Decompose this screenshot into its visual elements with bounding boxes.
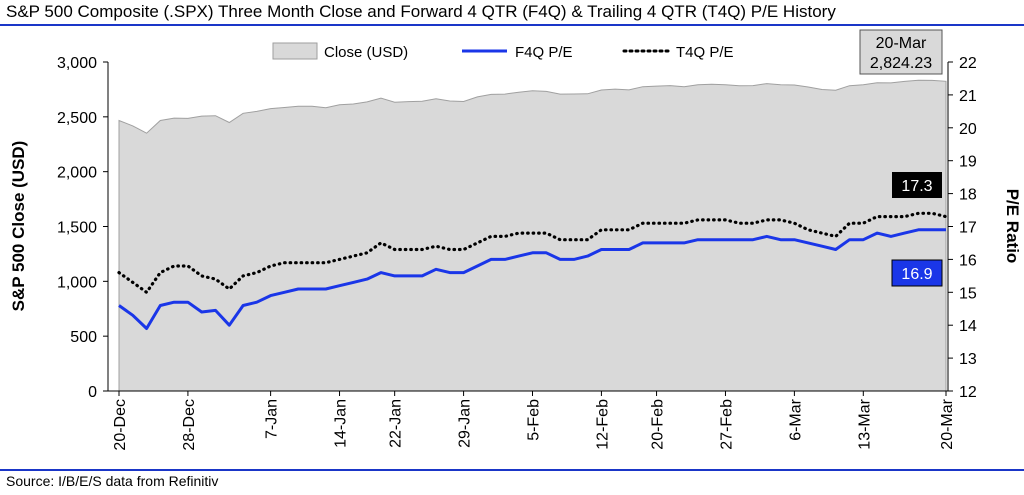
- y-right-tick-label: 15: [959, 285, 977, 302]
- y-right-tick-label: 12: [959, 384, 977, 401]
- legend-t4q-label: T4Q P/E: [676, 44, 734, 61]
- x-tick-label: 22-Jan: [388, 399, 405, 448]
- x-tick-label: 20-Mar: [939, 398, 956, 449]
- legend: Close (USD) F4Q P/E T4Q P/E: [272, 42, 734, 61]
- last-close-date: 20-Mar: [876, 35, 927, 52]
- chart-title: S&P 500 Composite (.SPX) Three Month Clo…: [6, 2, 836, 21]
- x-tick-label: 27-Feb: [718, 399, 735, 450]
- source-note: Source: I/B/E/S data from Refinitiv: [6, 473, 219, 489]
- header-rule: [0, 24, 1024, 26]
- x-tick-label: 20-Feb: [650, 399, 667, 450]
- last-close-value: 2,824.23: [870, 55, 932, 72]
- t4q-badge-box: [892, 172, 942, 198]
- y-right-tick-label: 20: [959, 121, 977, 138]
- legend-close-swatch: [272, 42, 318, 60]
- last-close-annotation: 20-Mar 2,824.23: [859, 29, 943, 75]
- t4q-badge: 17.3: [892, 172, 942, 198]
- y-right-tick-label: 14: [959, 318, 977, 335]
- y-left-tick-label: 1,000: [57, 274, 97, 291]
- f4q-line: [118, 228, 946, 330]
- y-left-tick-label: 2,500: [57, 110, 97, 127]
- y-left-tick-label: 2,000: [57, 165, 97, 182]
- y-left-axis-label: S&P 500 Close (USD): [9, 141, 28, 312]
- y-left-tick-label: 0: [88, 384, 97, 401]
- x-tick-label: 29-Jan: [457, 399, 474, 448]
- x-tick-label: 14-Jan: [333, 399, 350, 448]
- x-tick-label: 20-Dec: [112, 399, 129, 451]
- footer-rule: [0, 469, 1024, 471]
- legend-f4q-label: F4Q P/E: [515, 44, 573, 61]
- y-right-tick-label: 13: [959, 351, 977, 368]
- f4q-badge-box: [891, 259, 943, 287]
- f4q-badge-value: 16.9: [901, 266, 932, 283]
- x-tick-label: 13-Mar: [856, 398, 873, 449]
- last-close-box: [859, 29, 943, 75]
- t4q-badge-value: 17.3: [901, 178, 932, 195]
- x-tick-label: 28-Dec: [181, 399, 198, 451]
- y-left-tick-label: 1,500: [57, 220, 97, 237]
- y-right-tick-label: 18: [959, 187, 977, 204]
- x-tick-label: 6-Mar: [787, 398, 804, 440]
- legend-close-label: Close (USD): [324, 44, 408, 61]
- y-left-tick-label: 500: [70, 329, 97, 346]
- x-tick-label: 12-Feb: [594, 399, 611, 450]
- x-tick-label: 7-Jan: [264, 399, 281, 439]
- y-right-tick-label: 21: [959, 88, 977, 105]
- y-right-tick-label: 22: [959, 55, 977, 72]
- t4q-line: [117, 211, 948, 295]
- y-left-tick-label: 3,000: [57, 55, 97, 72]
- x-tick-label: 5-Feb: [526, 399, 543, 441]
- close-area: [118, 79, 947, 392]
- f4q-badge: 16.9: [891, 259, 943, 287]
- y-right-tick-label: 16: [959, 252, 977, 269]
- chart-svg: 0 500 1,000 1,500 2,000 2,500 3,000 12 13 14 15 16 1…: [9, 29, 1022, 451]
- y-right-tick-label: 19: [959, 154, 977, 171]
- y-right-tick-label: 17: [959, 220, 977, 237]
- y-right-axis-label: P/E Ratio: [1003, 189, 1022, 264]
